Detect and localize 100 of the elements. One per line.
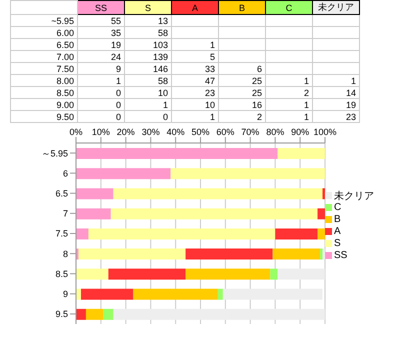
- x-tick-label: 40%: [166, 127, 185, 137]
- x-tick-label: C: [266, 0, 312, 14]
- y-tick-label: ~5.95: [10, 14, 78, 26]
- data-label: 47: [172, 74, 218, 86]
- y-tick-label: 7.00: [10, 50, 78, 62]
- bar: [76, 148, 278, 159]
- bar: [78, 248, 186, 260]
- data-label: 19: [78, 38, 124, 50]
- x-tick-label: B: [218, 0, 266, 14]
- y-tick-label: 6.00: [10, 26, 78, 38]
- data-label: 10: [172, 98, 218, 110]
- x-tick-label: A: [172, 0, 218, 14]
- bar: [108, 268, 186, 280]
- x-tick-label: 80%: [266, 127, 284, 137]
- data-label: 6: [218, 62, 266, 74]
- bar: [76, 288, 81, 300]
- data-label: 1: [266, 98, 312, 110]
- bar: [218, 288, 223, 300]
- y-tick-label: 7.50: [10, 62, 78, 74]
- y-tick-label: 8: [62, 248, 68, 259]
- bar: [278, 268, 325, 280]
- bar: [113, 188, 323, 200]
- y-tick-label: 8.50: [10, 86, 78, 98]
- x-tick-label: 60%: [216, 127, 234, 137]
- x-tick-label: S: [124, 0, 172, 14]
- y-tick-label: 7.5: [55, 228, 68, 239]
- data-label: 13: [124, 14, 172, 26]
- x-tick-label: 10%: [92, 127, 110, 137]
- data-label: 2: [266, 86, 312, 98]
- y-tick-label: 9.5: [55, 309, 68, 320]
- legend-label: 未クリア: [333, 190, 374, 202]
- legend-label: C: [333, 202, 342, 214]
- x-tick-label: 50%: [191, 127, 210, 137]
- bar: [186, 268, 270, 280]
- bar: [76, 308, 86, 320]
- bar: [80, 288, 134, 300]
- bar: [76, 268, 108, 280]
- x-tick-label: 0%: [69, 127, 83, 137]
- y-tick-label: 6: [62, 168, 68, 178]
- x-tick-label: 20%: [116, 127, 135, 137]
- data-label: 1: [124, 98, 172, 110]
- data-label: 1: [172, 38, 218, 50]
- data-label: 24: [78, 50, 124, 62]
- data-label: 146: [124, 62, 172, 74]
- x-tick-label: 30%: [142, 127, 160, 137]
- bar: [76, 168, 171, 180]
- data-label: 1: [172, 110, 218, 122]
- legend-label: A: [333, 226, 342, 238]
- bar: [270, 268, 278, 280]
- y-tick-label: 8.5: [55, 268, 68, 279]
- data-label: 2: [218, 110, 266, 122]
- data-label: 23: [312, 110, 360, 122]
- data-label: 0: [78, 98, 124, 110]
- data-label: 23: [172, 86, 218, 98]
- bar: [88, 228, 276, 240]
- data-label: 58: [124, 26, 172, 38]
- data-label: 55: [78, 14, 124, 26]
- data-label: 1: [266, 74, 312, 86]
- data-label: 25: [218, 86, 266, 98]
- y-tick-label: 6.5: [55, 188, 68, 198]
- data-label: 16: [218, 98, 266, 110]
- data-label: 33: [172, 62, 218, 74]
- data-label: 1: [312, 74, 360, 86]
- y-tick-label: 9.00: [10, 98, 78, 110]
- data-label: 19: [312, 98, 360, 110]
- bar: [278, 148, 325, 159]
- data-label: 0: [124, 110, 172, 122]
- data-label: 103: [124, 38, 172, 50]
- legend-label: S: [333, 238, 342, 250]
- data-label: 5: [172, 50, 218, 62]
- bar: [222, 288, 323, 300]
- bar: [103, 308, 114, 320]
- x-tick-label: 90%: [291, 127, 310, 137]
- y-tick-label: 6.50: [10, 38, 78, 50]
- bar: [318, 208, 325, 220]
- bar: [133, 288, 218, 300]
- data-label: 1: [78, 74, 124, 86]
- bar: [86, 308, 104, 320]
- data-label: 139: [124, 50, 172, 62]
- y-tick-label: 7: [62, 208, 68, 219]
- x-tick-label: 70%: [241, 127, 260, 137]
- y-tick-label: ～5.95: [41, 148, 68, 158]
- y-tick-label: 9: [62, 289, 68, 300]
- data-label: 25: [218, 74, 266, 86]
- bar: [272, 248, 320, 260]
- bar: [110, 208, 318, 220]
- legend-label: B: [333, 214, 342, 226]
- data-label: 10: [124, 86, 172, 98]
- legend-label: SS: [333, 250, 348, 262]
- x-tick-label: 未クリア: [312, 0, 360, 14]
- data-label: 0: [78, 86, 124, 98]
- bar: [76, 228, 88, 240]
- bar: [320, 248, 323, 260]
- x-tick-label: 100%: [313, 127, 337, 137]
- bar: [186, 248, 273, 260]
- data-label: 14: [312, 86, 360, 98]
- bar: [76, 188, 114, 200]
- data-label: 1: [266, 110, 312, 122]
- bar: [170, 168, 325, 180]
- bar: [275, 228, 318, 240]
